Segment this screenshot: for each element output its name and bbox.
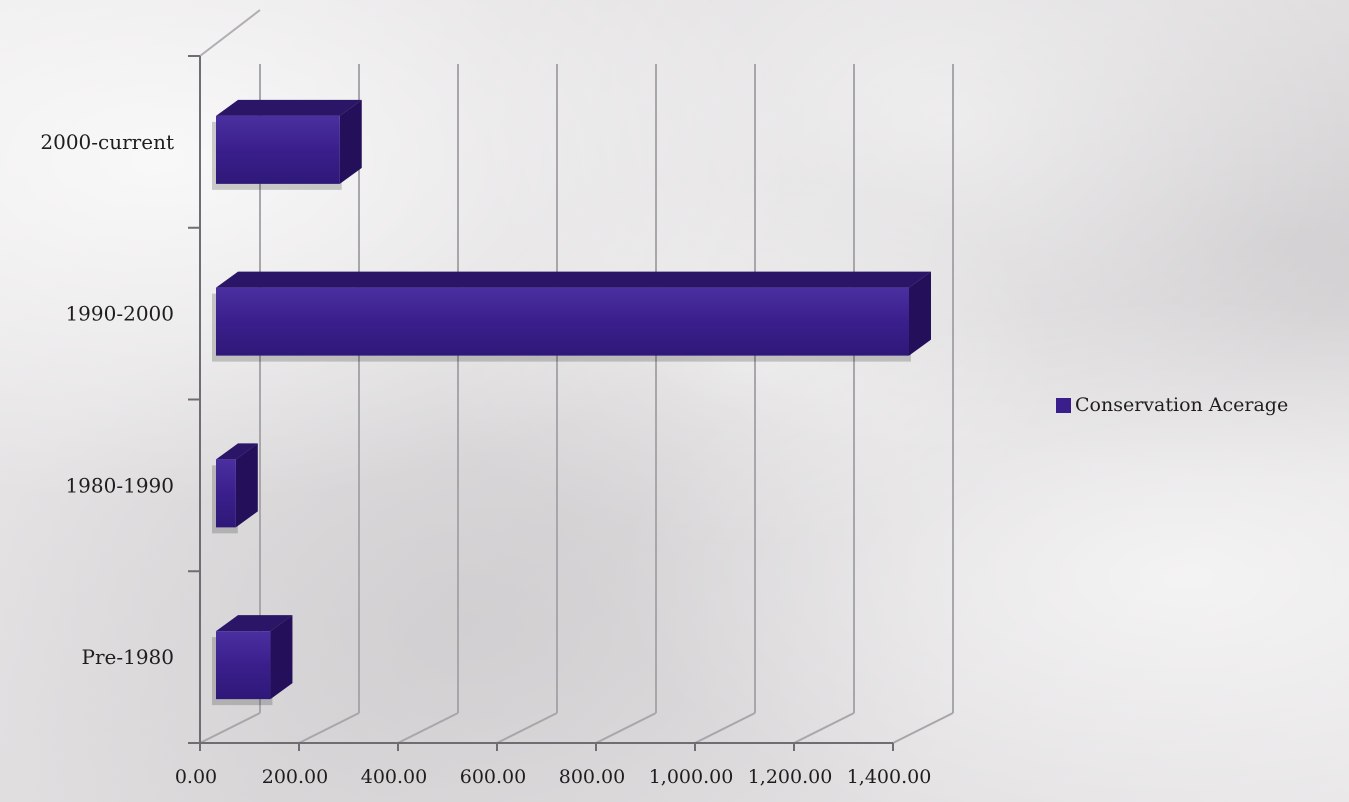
bar-top	[216, 271, 931, 288]
bar-side	[909, 271, 931, 356]
category-label: 1980-1990	[65, 473, 174, 497]
legend: Conservation Acerage	[1056, 394, 1288, 416]
category-label: 1990-2000	[65, 302, 174, 326]
value-tick-label: 600.00	[460, 766, 526, 788]
floor-gridline	[199, 712, 261, 744]
floor-gridline	[397, 712, 459, 744]
bar-top	[216, 443, 258, 460]
bar-front	[216, 631, 271, 700]
value-tick-label: 1,200.00	[748, 766, 833, 788]
value-tick-label: 200.00	[262, 766, 328, 788]
legend-entry: Conservation Acerage	[1075, 394, 1289, 416]
bar-side	[339, 99, 362, 184]
value-tick-label: 1,400.00	[847, 766, 932, 788]
value-tick-label: 1,000.00	[649, 766, 734, 788]
bar-side	[235, 443, 258, 528]
legend-swatch	[1056, 397, 1071, 413]
bar-side	[270, 615, 293, 700]
category-label: Pre-1980	[81, 645, 174, 669]
floor-gridline	[595, 712, 657, 744]
bar-front	[216, 287, 909, 356]
bar-front	[216, 459, 236, 528]
bar-top	[216, 99, 362, 116]
floor-gridline	[496, 712, 558, 744]
floor-gridline	[694, 712, 756, 744]
bar-front	[216, 115, 340, 184]
value-tick-label: 800.00	[559, 766, 625, 788]
axes	[188, 55, 894, 751]
bar	[212, 271, 931, 362]
floor-gridline	[793, 712, 855, 744]
labels: Pre-1980 1980-1990 1990-2000 2000-current 0.…	[40, 130, 931, 788]
bar-top	[216, 615, 293, 632]
bar	[212, 615, 293, 706]
wall-edge	[199, 9, 261, 57]
value-tick-label: 0.00	[175, 766, 217, 788]
category-label: 2000-current	[40, 130, 174, 154]
value-tick-label: 400.00	[361, 766, 427, 788]
bar	[212, 99, 362, 190]
gridlines	[199, 9, 954, 744]
floor-gridline	[892, 712, 954, 744]
bar	[212, 443, 258, 534]
bars	[212, 99, 931, 706]
floor-gridline	[298, 712, 360, 744]
